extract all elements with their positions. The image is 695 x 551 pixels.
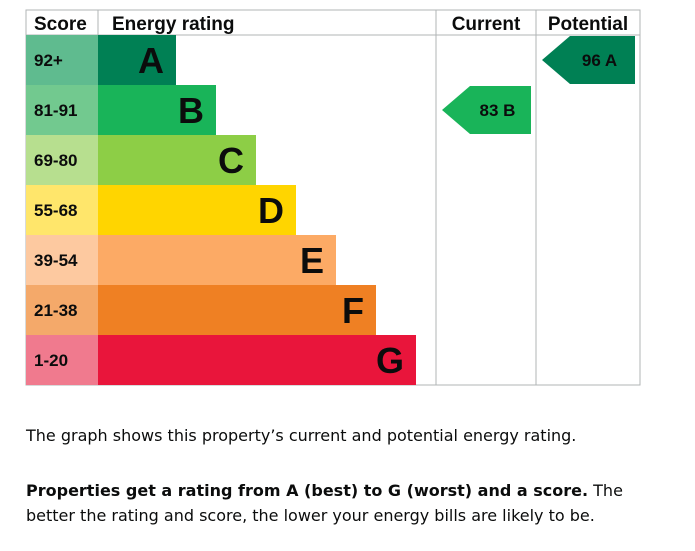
energy-rating-chart: Score Energy rating Current Potential 92+ A 8… (25, 9, 641, 386)
rating-explanation: Properties get a rating from A (best) to… (26, 478, 666, 528)
band-letter-a: A (138, 40, 164, 81)
band-bar-b (98, 85, 216, 135)
score-cell-c (26, 135, 98, 185)
score-cell-a (26, 35, 98, 85)
band-letter-g: G (376, 340, 404, 381)
header-energy-rating: Energy rating (112, 14, 234, 35)
rating-explanation-rest: The better the rating and score, the low… (26, 481, 623, 525)
score-range-d: 55-68 (34, 201, 77, 220)
score-cell-b (26, 85, 98, 135)
rating-explanation-bold: Properties get a rating from A (best) to… (26, 481, 589, 500)
header-current: Current (452, 14, 521, 35)
score-cell-f (26, 285, 98, 335)
rating-bands: 92+ A 81-91 B 69-80 C 55-68 D 39-54 E 21-38 F 1-20 G (26, 35, 416, 385)
current-rating-arrow (442, 86, 531, 134)
header-potential: Potential (548, 14, 628, 35)
chart-headers: Score Energy rating Current Potential (34, 14, 628, 35)
score-range-f: 21-38 (34, 301, 77, 320)
band-bar-f (98, 285, 376, 335)
band-letter-d: D (258, 190, 284, 231)
potential-rating-label: 96 A (582, 51, 617, 70)
band-bar-e (98, 235, 336, 285)
band-letter-b: B (178, 90, 204, 131)
graph-note: The graph shows this property’s current … (26, 426, 577, 445)
header-score: Score (34, 14, 87, 35)
score-range-g: 1-20 (34, 351, 68, 370)
score-cell-d (26, 185, 98, 235)
band-bar-g (98, 335, 416, 385)
band-bar-d (98, 185, 296, 235)
band-letter-f: F (342, 290, 364, 331)
band-letter-c: C (218, 140, 244, 181)
score-cell-g (26, 335, 98, 385)
rating-markers: 83 B 96 A (442, 36, 635, 134)
score-range-e: 39-54 (34, 251, 78, 270)
band-bar-a (98, 35, 176, 85)
score-range-a: 92+ (34, 51, 63, 70)
current-rating-label: 83 B (480, 101, 516, 120)
score-range-c: 69-80 (34, 151, 77, 170)
band-letter-e: E (300, 240, 324, 281)
band-bar-c (98, 135, 256, 185)
score-cell-e (26, 235, 98, 285)
score-range-b: 81-91 (34, 101, 77, 120)
potential-rating-arrow (542, 36, 635, 84)
